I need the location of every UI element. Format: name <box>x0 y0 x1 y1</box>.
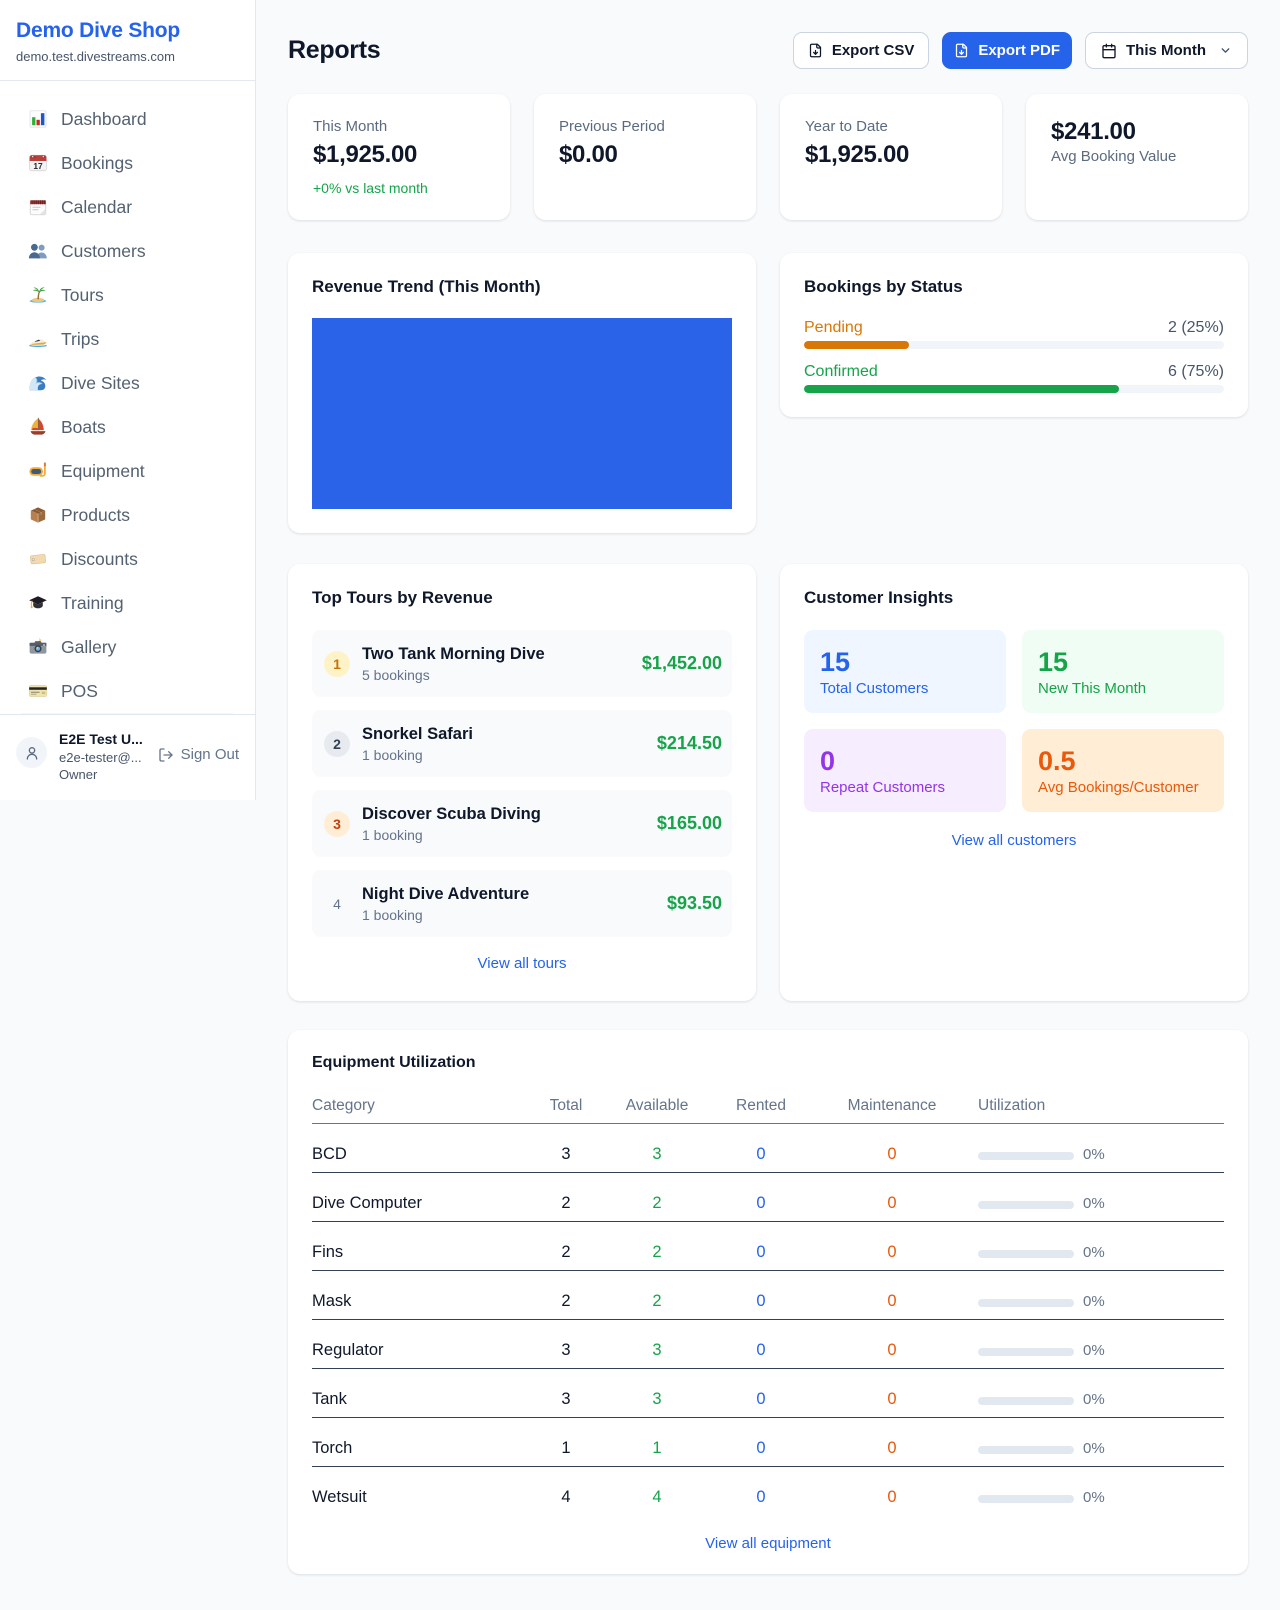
svg-text:17: 17 <box>33 161 43 171</box>
